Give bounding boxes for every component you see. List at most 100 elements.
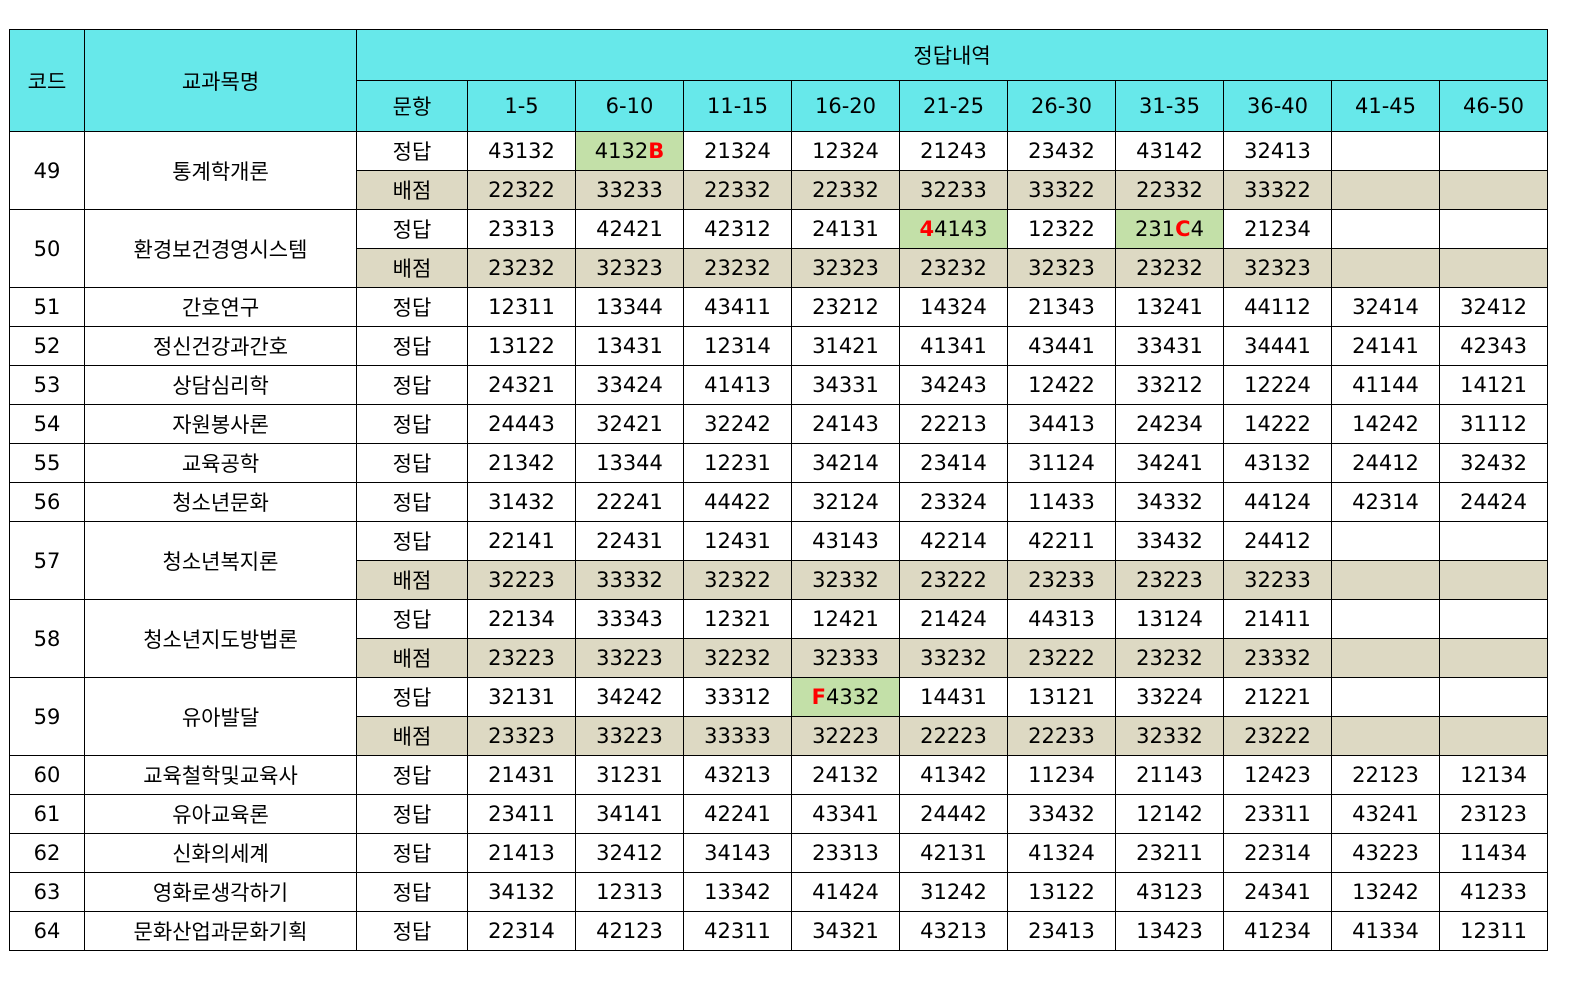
score-cell: [1331, 248, 1440, 288]
score-cell: 22332: [683, 170, 792, 210]
answer-cell: 43223: [1331, 833, 1440, 873]
table-row: 52 정신건강과간호 정답 13122 13431 12314 31421 41341 4344…: [9, 326, 1549, 366]
answer-cell: 11433: [1007, 482, 1116, 522]
table-row: 61 유아교육론 정답 23411 34141 42241 43341 24442 33432 1…: [9, 794, 1549, 834]
answer-cell: 34413: [1007, 404, 1116, 444]
score-cell: 32323: [575, 248, 684, 288]
score-cell: 32223: [467, 560, 576, 600]
table-row: 51 간호연구 정답 12311 13344 43411 23212 14324 21343 13…: [9, 287, 1549, 327]
row-label-answer: 정답: [356, 443, 468, 483]
answer-cell: 33431: [1115, 326, 1224, 366]
course-name: 청소년복지론: [84, 521, 357, 600]
score-cell: 23222: [1007, 638, 1116, 678]
score-cell: [1331, 716, 1440, 756]
course-name: 청소년문화: [84, 482, 357, 522]
score-cell: 23232: [683, 248, 792, 288]
table-row-score: 배점 22322 33233 22332 22332 32233 33322 22332 333…: [10, 170, 1549, 210]
row-label-answer: 정답: [356, 833, 468, 873]
answer-cell: 33312: [683, 677, 792, 717]
header-range: 1-5: [467, 80, 576, 132]
score-cell: 23223: [467, 638, 576, 678]
answer-cell: 22123: [1331, 755, 1440, 795]
answer-cell: 33343: [575, 599, 684, 639]
score-cell: [1438, 638, 1549, 678]
header-range: 11-15: [683, 80, 792, 132]
answer-cell: 32414: [1331, 287, 1440, 327]
row-label-answer: 정답: [356, 872, 468, 912]
answer-cell: 13122: [467, 326, 576, 366]
course-code: 64: [9, 911, 85, 951]
answer-cell: 32432: [1438, 443, 1549, 483]
score-cell: 33223: [575, 716, 684, 756]
answer-cell: 34331: [791, 365, 900, 405]
answer-cell: 12311: [1438, 911, 1549, 951]
table-row: 63 영화로생각하기 정답 34132 12313 13342 41424 31242 1312…: [9, 872, 1549, 912]
score-cell: 33333: [683, 716, 792, 756]
answer-cell: 32131: [467, 677, 576, 717]
answer-cell: 21342: [467, 443, 576, 483]
answer-cell: [1331, 599, 1440, 639]
answer-cell: 14242: [1331, 404, 1440, 444]
score-cell: [1438, 248, 1549, 288]
score-cell: [1438, 560, 1549, 600]
table-row-score: 배점 32223 33332 32322 32332 23222 23233 23223 322…: [10, 560, 1549, 600]
table-row: 60 교육철학및교육사 정답 21431 31231 43213 24132 41342 112…: [9, 755, 1549, 795]
answer-cell: 13124: [1115, 599, 1224, 639]
answer-cell: 34241: [1115, 443, 1224, 483]
score-cell: 33332: [575, 560, 684, 600]
table-row: 55 교육공학 정답 21342 13344 12231 34214 23414 31124 34…: [9, 443, 1549, 483]
score-cell: 32332: [791, 560, 900, 600]
answer-cell: 43132: [467, 131, 576, 171]
answer-cell: 12324: [791, 131, 900, 171]
row-label-answer: 정답: [356, 794, 468, 834]
answer-cell: 42314: [1331, 482, 1440, 522]
header-range: 16-20: [791, 80, 900, 132]
header-range: 6-10: [575, 80, 684, 132]
answer-cell: 23311: [1223, 794, 1332, 834]
answer-cell: 33432: [1115, 521, 1224, 561]
row-label-answer: 정답: [356, 287, 468, 327]
answer-cell: 24442: [899, 794, 1008, 834]
course-code: 56: [9, 482, 85, 522]
course-name: 환경보건경영시스템: [84, 209, 357, 288]
answer-cell: 23212: [791, 287, 900, 327]
table-row-score: 배점 23232 32323 23232 32323 23232 32323 23232 323…: [10, 248, 1549, 288]
answer-cell: 14431: [899, 677, 1008, 717]
course-code: 54: [9, 404, 85, 444]
answer-cell: 21343: [1007, 287, 1116, 327]
score-cell: [1438, 170, 1549, 210]
answer-cell: 34332: [1115, 482, 1224, 522]
row-label-answer: 정답: [356, 482, 468, 522]
course-name: 상담심리학: [84, 365, 357, 405]
course-name: 교육공학: [84, 443, 357, 483]
score-cell: 23223: [1115, 560, 1224, 600]
answer-cell: 24132: [791, 755, 900, 795]
row-label-score: 배점: [356, 248, 468, 288]
header-range: 31-35: [1115, 80, 1224, 132]
answer-cell: 12431: [683, 521, 792, 561]
table-row: 49 통계학개론 정답 43132 4132B 21324 12324 21243 23432 4…: [9, 131, 1549, 210]
answer-cell: 21424: [899, 599, 1008, 639]
header-range: 46-50: [1438, 80, 1549, 132]
answer-cell: 31231: [575, 755, 684, 795]
answer-cell: [1331, 521, 1440, 561]
answer-cell: 32413: [1223, 131, 1332, 171]
answer-cell: 41324: [1007, 833, 1116, 873]
table-row: 54 자원봉사론 정답 24443 32421 32242 24143 22213 34413 2…: [9, 404, 1549, 444]
answer-cell: 24234: [1115, 404, 1224, 444]
score-cell: 32322: [683, 560, 792, 600]
answer-cell: 12321: [683, 599, 792, 639]
answer-cell: 13241: [1115, 287, 1224, 327]
course-name: 신화의세계: [84, 833, 357, 873]
answer-cell: 34243: [899, 365, 1008, 405]
score-cell: 23222: [899, 560, 1008, 600]
score-cell: 32323: [791, 248, 900, 288]
answer-cell: 22314: [1223, 833, 1332, 873]
answer-cell: 13344: [575, 443, 684, 483]
score-cell: 32333: [791, 638, 900, 678]
score-cell: 22322: [467, 170, 576, 210]
answer-cell: 24443: [467, 404, 576, 444]
answer-cell: 21143: [1115, 755, 1224, 795]
answer-cell: 42421: [575, 209, 684, 249]
answer-cell: 21243: [899, 131, 1008, 171]
